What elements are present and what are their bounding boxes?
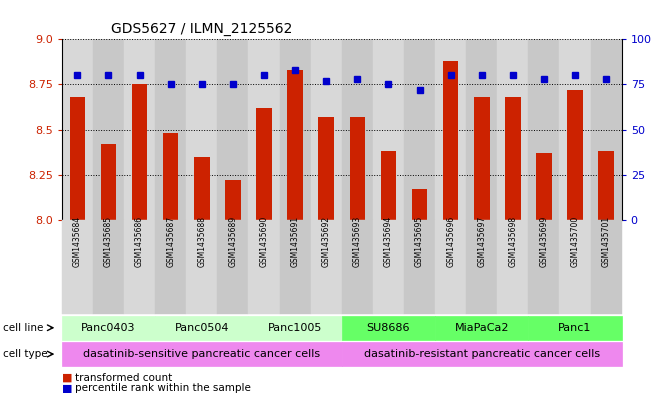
Bar (536, 153, 551, 220)
Text: Panc0504: Panc0504 (174, 323, 229, 333)
Bar (101, 144, 117, 220)
Bar (124, 39, 155, 220)
Bar (287, 70, 303, 220)
Text: cell type: cell type (3, 349, 48, 359)
Text: GDS5627 / ILMN_2125562: GDS5627 / ILMN_2125562 (111, 22, 292, 36)
Text: GSM1435684: GSM1435684 (73, 216, 82, 267)
Text: ■: ■ (62, 373, 72, 383)
Bar (559, 39, 590, 220)
Text: GSM1435693: GSM1435693 (353, 216, 362, 267)
Text: GSM1435699: GSM1435699 (540, 216, 548, 267)
Text: GSM1435695: GSM1435695 (415, 216, 424, 267)
Bar (529, 39, 559, 220)
Text: percentile rank within the sample: percentile rank within the sample (75, 383, 251, 393)
Text: ■: ■ (62, 383, 72, 393)
Bar (318, 117, 334, 220)
Text: GSM1435697: GSM1435697 (477, 216, 486, 267)
Bar (411, 189, 427, 220)
Bar (311, 39, 342, 220)
Text: GSM1435696: GSM1435696 (446, 216, 455, 267)
Text: GSM1435690: GSM1435690 (260, 216, 268, 267)
Bar (466, 39, 497, 220)
Bar (590, 39, 622, 220)
Bar (132, 84, 147, 220)
Text: GSM1435692: GSM1435692 (322, 216, 331, 267)
Text: dasatinib-sensitive pancreatic cancer cells: dasatinib-sensitive pancreatic cancer ce… (83, 349, 320, 359)
Bar (93, 39, 124, 220)
Bar (342, 39, 373, 220)
Text: GSM1435698: GSM1435698 (508, 216, 518, 267)
Text: GSM1435701: GSM1435701 (602, 216, 611, 267)
Text: GSM1435688: GSM1435688 (197, 216, 206, 267)
Text: GSM1435689: GSM1435689 (229, 216, 238, 267)
Bar (62, 39, 93, 220)
Bar (435, 39, 466, 220)
Text: GSM1435691: GSM1435691 (290, 216, 299, 267)
Bar (350, 117, 365, 220)
Text: SU8686: SU8686 (367, 323, 410, 333)
Bar (70, 97, 85, 220)
Text: GSM1435685: GSM1435685 (104, 216, 113, 267)
Text: cell line: cell line (3, 323, 44, 333)
Text: transformed count: transformed count (75, 373, 172, 383)
Bar (404, 39, 435, 220)
Text: Panc1005: Panc1005 (268, 323, 322, 333)
Text: GSM1435687: GSM1435687 (166, 216, 175, 267)
Bar (186, 39, 217, 220)
Bar (217, 39, 249, 220)
Bar (155, 39, 186, 220)
Bar (567, 90, 583, 220)
Text: dasatinib-resistant pancreatic cancer cells: dasatinib-resistant pancreatic cancer ce… (364, 349, 600, 359)
Bar (505, 97, 521, 220)
Bar (163, 133, 178, 220)
Bar (443, 61, 458, 220)
Text: MiaPaCa2: MiaPaCa2 (454, 323, 509, 333)
Bar (381, 151, 396, 220)
Bar (225, 180, 241, 220)
Text: GSM1435686: GSM1435686 (135, 216, 144, 267)
Text: Panc0403: Panc0403 (81, 323, 136, 333)
Bar (373, 39, 404, 220)
Text: GSM1435700: GSM1435700 (570, 216, 579, 267)
Text: Panc1: Panc1 (559, 323, 592, 333)
Bar (598, 151, 614, 220)
Bar (497, 39, 529, 220)
Bar (194, 157, 210, 220)
Bar (279, 39, 311, 220)
Bar (256, 108, 271, 220)
Bar (249, 39, 279, 220)
Bar (474, 97, 490, 220)
Text: GSM1435694: GSM1435694 (384, 216, 393, 267)
